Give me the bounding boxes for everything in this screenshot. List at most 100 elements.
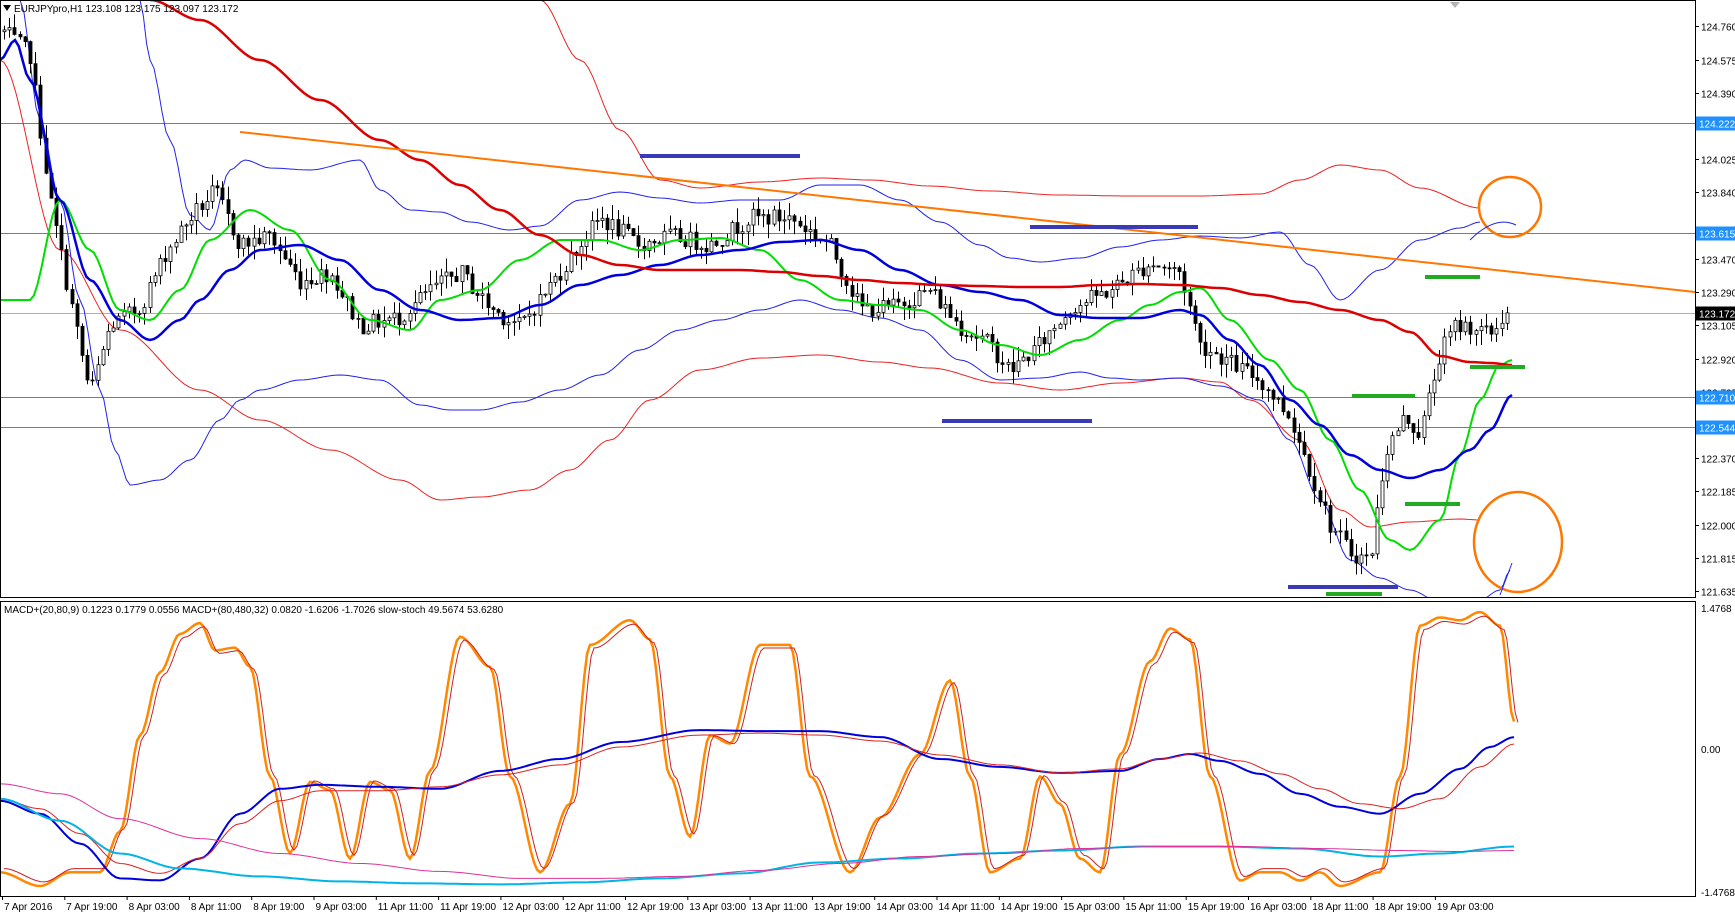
candle-bear	[246, 237, 251, 247]
candle-bear	[1000, 362, 1005, 365]
candle-bear	[1364, 554, 1369, 557]
candle-bull	[1333, 530, 1338, 533]
candle-bull	[1453, 319, 1458, 333]
bollinger-lower-line	[19, 1, 1511, 597]
candle-bull	[402, 320, 407, 326]
candle-bull	[647, 240, 652, 251]
candle-bear	[90, 379, 95, 382]
ema-mid-line	[1, 38, 1513, 480]
candle-bull	[1437, 363, 1442, 381]
candle-bull	[101, 349, 106, 366]
bollinger-upper-line	[139, 1, 1481, 301]
candle-bear	[200, 203, 205, 210]
candle-bear	[1234, 354, 1239, 372]
candle-bear	[272, 232, 277, 246]
candle-bull	[241, 237, 246, 250]
candle-bull	[408, 313, 413, 322]
candle-bear	[1468, 321, 1473, 335]
candle-bear	[1250, 365, 1255, 379]
price-axis: 124.760 124.575 124.390 124.222 124.025 123.8…	[1695, 23, 1735, 599]
time-label: 12 Apr 03:00	[502, 902, 559, 913]
candle-bear	[1292, 417, 1297, 433]
candle-bull	[584, 240, 589, 247]
candle-bear	[18, 34, 23, 38]
macd-fast-line	[1, 729, 1515, 882]
candle-bull	[1380, 480, 1385, 509]
price-label: 122.920	[1701, 356, 1735, 367]
macd-slow-signal-line	[1, 783, 1514, 879]
candle-bull	[168, 246, 173, 262]
candle-bull	[1032, 345, 1037, 362]
candle-bull	[657, 242, 662, 245]
candle-bull	[761, 214, 766, 217]
candle-bull	[808, 229, 813, 233]
candle-bear	[1203, 341, 1208, 356]
price-label: 124.575	[1701, 57, 1735, 68]
candle-bear	[1318, 490, 1323, 503]
level-price-label: 124.222	[1699, 120, 1735, 131]
candle-bear	[1177, 267, 1182, 273]
candle-bull	[740, 231, 745, 234]
candle-bull	[1208, 351, 1213, 356]
candle-bear	[1281, 397, 1286, 413]
candle-bull	[1276, 397, 1281, 400]
candle-bull	[1375, 507, 1380, 555]
indicator-layer	[1, 610, 1519, 888]
time-label: 9 Apr 03:00	[316, 902, 368, 913]
candle-bull	[1099, 291, 1104, 296]
candle-bear	[870, 304, 875, 317]
price-label: 122.185	[1701, 488, 1735, 499]
candle-bear	[1286, 411, 1291, 419]
shift-marker-icon[interactable]	[1450, 2, 1460, 8]
candle-bear	[1312, 476, 1317, 492]
candle-bear	[75, 303, 80, 327]
level-price-label: 122.710	[1699, 394, 1735, 405]
candle-bull	[439, 275, 444, 284]
symbol-header: EURJPYpro,H1 123.108 123.175 123.097 123…	[3, 4, 239, 15]
candle-bull	[1047, 330, 1052, 345]
candle-bear	[850, 285, 855, 297]
candle-bear	[231, 213, 236, 236]
symbol-info: EURJPYpro,H1 123.108 123.175 123.097 123…	[14, 4, 239, 15]
candle-bull	[1136, 267, 1141, 271]
price-label: 123.105	[1701, 322, 1735, 333]
candle-bull	[725, 240, 730, 247]
time-label: 14 Apr 03:00	[876, 902, 933, 913]
candle-bear	[1026, 356, 1031, 362]
price-panel[interactable]	[0, 0, 1696, 598]
candle-bear	[1167, 267, 1172, 270]
candle-bear	[616, 219, 621, 237]
candle-bear	[33, 63, 38, 86]
candle-bear	[1411, 423, 1416, 433]
candle-bear	[1104, 291, 1109, 298]
candle-bear	[361, 317, 366, 335]
candle-bear	[1219, 353, 1224, 365]
candle-bull	[1224, 356, 1229, 365]
candle-bull	[194, 203, 199, 221]
candle-bear	[907, 305, 912, 309]
candle-bull	[709, 240, 714, 253]
candle-bull	[434, 282, 439, 286]
time-label: 11 Apr 11:00	[378, 902, 434, 913]
candle-bull	[1479, 326, 1484, 332]
candle-bear	[486, 293, 491, 309]
candle-bull	[1063, 317, 1068, 325]
time-label: 19 Apr 03:00	[1437, 902, 1494, 913]
collapse-triangle-icon[interactable]	[3, 5, 11, 11]
candle-bear	[1198, 323, 1203, 343]
candle-bear	[532, 313, 537, 316]
indicator-panel[interactable]	[0, 601, 1696, 897]
time-label: 15 Apr 19:00	[1188, 902, 1245, 913]
candle-bear	[834, 238, 839, 260]
candle-bull	[933, 289, 938, 292]
candle-bear	[605, 217, 610, 231]
candle-bear	[1162, 266, 1167, 269]
candle-bear	[683, 241, 688, 248]
candle-bear	[1266, 389, 1271, 392]
candle-bear	[803, 225, 808, 233]
candle-bull	[1084, 302, 1089, 306]
candle-bull	[96, 364, 101, 381]
ema-fast-line	[1, 198, 1513, 552]
bollinger-tail-lower	[1499, 562, 1513, 596]
